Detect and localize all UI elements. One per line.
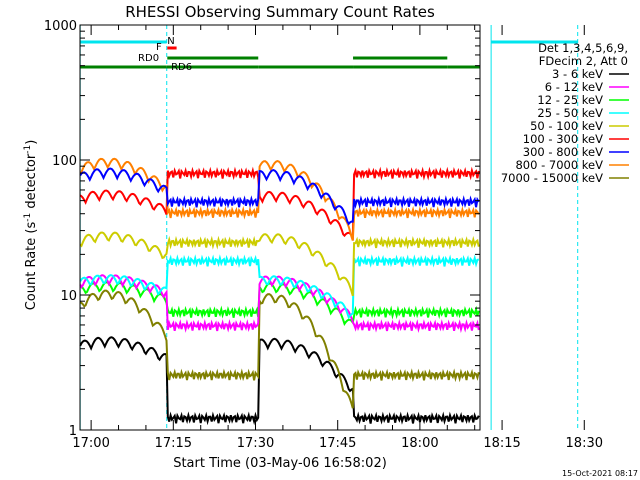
y-axis-label: Count Rate (s-1 detector-1) — [23, 140, 39, 311]
legend-entry-label: 800 - 7000 keV — [515, 158, 603, 172]
flag-label: RD0 — [138, 53, 159, 64]
timestamp: 15-Oct-2021 08:17 — [562, 469, 638, 478]
plot-background — [80, 25, 480, 430]
series-line — [79, 167, 480, 226]
x-tick-label: 17:30 — [237, 436, 274, 451]
series-line — [79, 336, 480, 426]
y-tick-label: 100 — [52, 154, 77, 169]
x-tick-label: 17:45 — [319, 436, 356, 451]
x-axis-label: Start Time (03-May-06 16:58:02) — [173, 456, 387, 471]
legend-entry-label: 6 - 12 keV — [545, 80, 603, 94]
flag-label: F — [156, 42, 162, 53]
legend: Det 1,3,4,5,6,9,FDecim 2, Att 03 - 6 keV… — [501, 41, 629, 185]
legend-entry-label: 300 - 800 keV — [523, 145, 603, 159]
legend-entry-label: 50 - 100 keV — [530, 119, 603, 133]
x-tick-label: 17:15 — [155, 436, 192, 451]
axes: 1 10 100 1000 17:00 17:15 17:30 17:45 18:00 18:15… — [44, 19, 603, 451]
plot-frame — [79, 24, 481, 431]
series-line — [79, 254, 480, 320]
x-tick-label: 18:15 — [483, 436, 520, 451]
series-line — [79, 166, 480, 241]
y-tick-label: 1 — [69, 424, 77, 439]
flag-label: N — [167, 36, 174, 47]
chart-title: RHESSI Observing Summary Count Rates — [125, 3, 435, 21]
x-tick-label: 18:30 — [566, 436, 603, 451]
legend-entry-label: 100 - 300 keV — [523, 132, 603, 146]
series-line — [79, 157, 480, 241]
series-line — [79, 231, 480, 297]
y-tick-label: 10 — [60, 289, 77, 304]
legend-header: Det 1,3,4,5,6,9, — [538, 41, 628, 55]
legend-entry-label: 7000 - 15000 keV — [501, 171, 603, 185]
series-line — [79, 289, 480, 409]
y-tick-label: 1000 — [44, 19, 77, 34]
x-tick-label: 18:00 — [401, 436, 438, 451]
legend-entry-label: 12 - 25 keV — [537, 93, 603, 107]
flag-label: RD6 — [171, 62, 192, 73]
series-line — [79, 281, 480, 326]
series-line — [79, 274, 480, 334]
plot-area — [79, 25, 579, 430]
x-tick-label: 17:00 — [72, 436, 109, 451]
legend-entry-label: 25 - 50 keV — [537, 106, 603, 120]
legend-header: FDecim 2, Att 0 — [539, 54, 628, 68]
legend-entry-label: 3 - 6 keV — [552, 67, 603, 81]
series-lines — [79, 157, 480, 426]
